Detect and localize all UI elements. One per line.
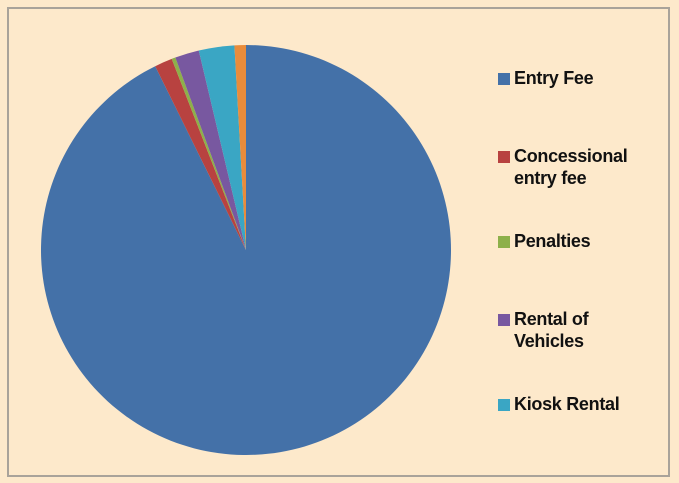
legend-item-entry-fee: Entry Fee — [498, 67, 594, 89]
chart-area: Entry Fee Concessional entry fee Penalti… — [7, 7, 670, 477]
legend-label: Penalties — [514, 231, 591, 251]
legend-item-kiosk-rental: Kiosk Rental — [498, 393, 620, 415]
pie-chart — [40, 45, 452, 455]
legend-item-concessional-entry-fee: Concessional entry fee — [498, 145, 628, 189]
pie-slice-other — [234, 45, 246, 250]
legend-label: Entry Fee — [514, 68, 594, 88]
legend-label: Concessional entry fee — [514, 146, 628, 188]
legend-swatch — [498, 151, 510, 163]
legend-label: Rental of Vehicles — [514, 309, 589, 351]
legend-swatch — [498, 236, 510, 248]
legend-label: Kiosk Rental — [514, 394, 620, 414]
legend-item-rental-of-vehicles: Rental of Vehicles — [498, 308, 589, 352]
legend-swatch — [498, 314, 510, 326]
legend-swatch — [498, 399, 510, 411]
pie-slice-concessional-entry-fee — [155, 58, 246, 251]
pie-slice-rental-of-vehicles — [175, 50, 246, 251]
pie-slice-penalties — [171, 57, 246, 251]
legend-item-penalties: Penalties — [498, 230, 591, 252]
pie-slice-kiosk-rental — [198, 45, 246, 250]
legend-swatch — [498, 73, 510, 85]
pie-slice-entry-fee — [40, 45, 452, 455]
